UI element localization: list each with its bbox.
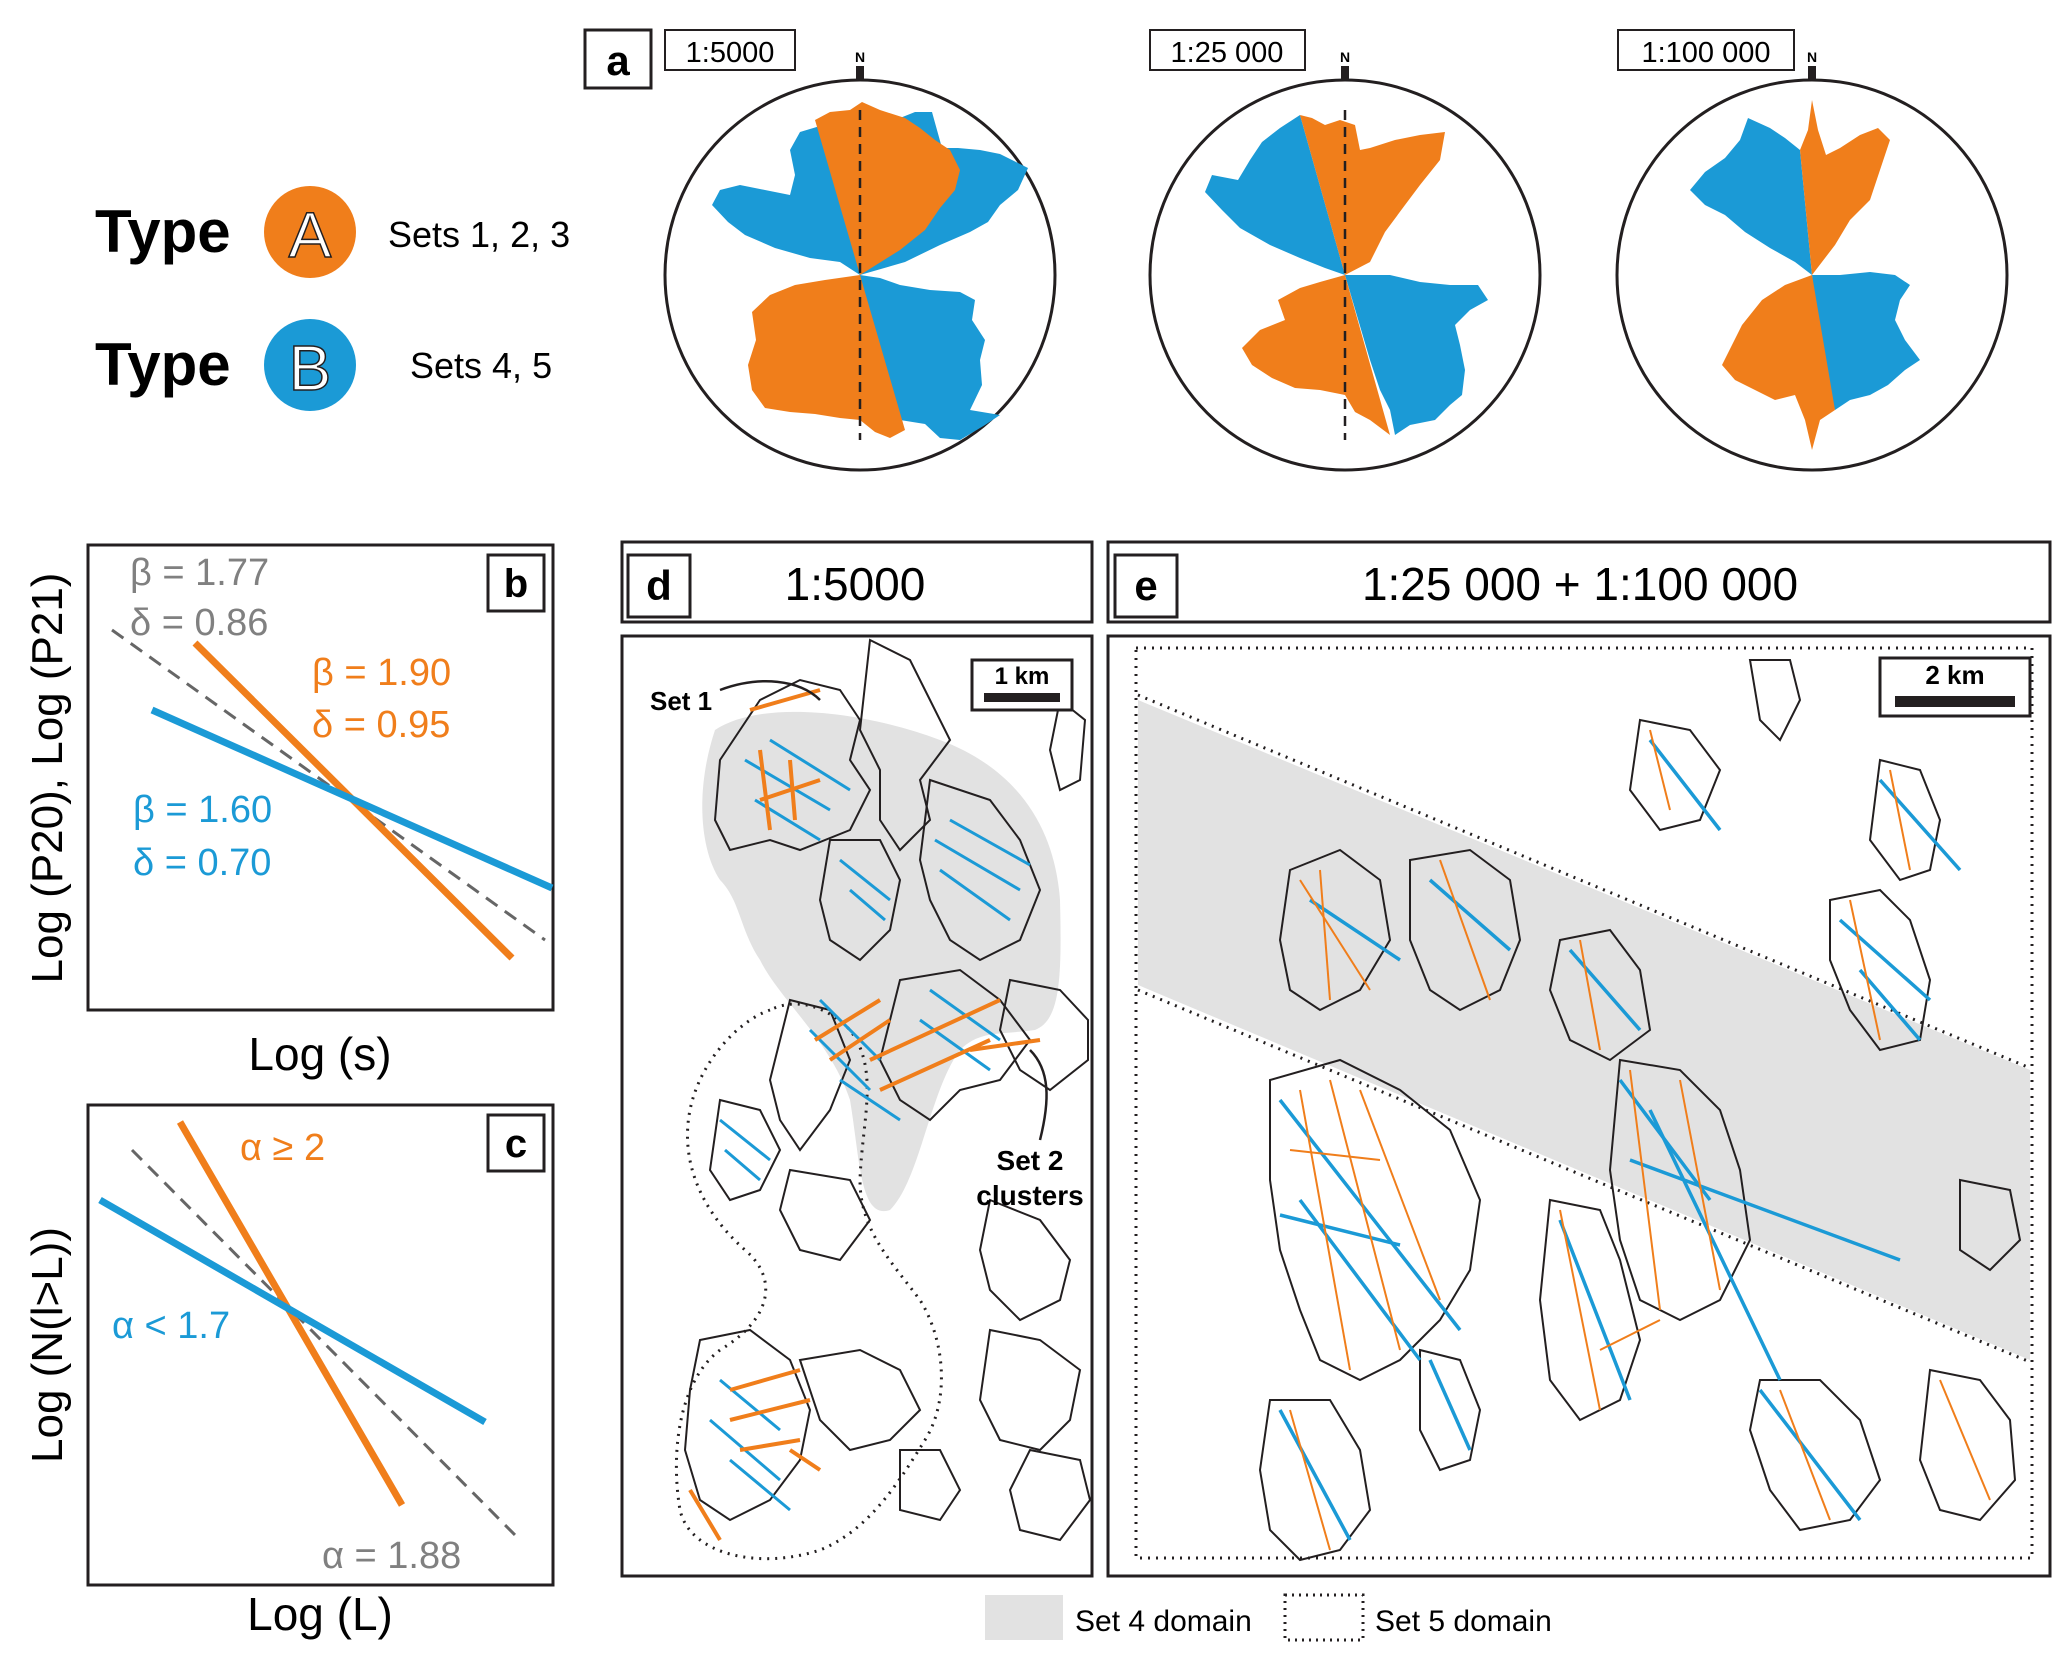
panel-d-set5-domain — [674, 1002, 943, 1561]
panel-b-blue-beta: β = 1.60 — [133, 789, 272, 831]
rose-3-north-tick — [1808, 66, 1816, 80]
panel-c-letter: c — [505, 1122, 527, 1166]
rose-2-type-b-petal-se — [1345, 275, 1488, 435]
rose-3-type-b-petal-se — [1812, 272, 1920, 410]
panel-b-grey-delta: δ = 0.86 — [130, 602, 268, 644]
rose-diagram-3: 1:100 000 N — [1615, 29, 2009, 472]
rose-2-north-label: N — [1340, 49, 1350, 65]
panel-e-letter-box — [1113, 553, 1179, 619]
panel-d: d 1:5000 — [620, 540, 1094, 1578]
rose-2-scale: 1:25 000 — [1171, 37, 1284, 69]
panel-b-ylabel: Log (P20), Log (P21) — [23, 573, 72, 984]
rose-2-type-b-petal-nw — [1205, 115, 1345, 275]
panel-d-set1-arrow — [719, 680, 821, 701]
rose-1-scale-box — [664, 29, 796, 71]
rose-1-type-a-petal-n — [815, 102, 960, 275]
type-b-word: Type — [95, 331, 231, 398]
rose-3-scale: 1:100 000 — [1641, 37, 1770, 69]
rose-3-scale-box — [1617, 29, 1795, 71]
panel-d-set1-label: Set 1 — [650, 686, 712, 716]
rose-2-type-a-petal-s — [1242, 275, 1390, 435]
rose-1-scale: 1:5000 — [686, 37, 775, 69]
panel-e-scale-label: 2 km — [1925, 660, 1984, 690]
set4-domain-label: Set 4 domain — [1075, 1605, 1252, 1638]
type-b-letter: B — [289, 332, 332, 404]
panel-d-type-a-fractures — [688, 688, 1041, 1542]
panel-d-set4-domain — [702, 711, 1061, 1212]
panel-e-band-top-edge — [1137, 693, 2031, 1070]
panel-c-ylabel: Log (N(l>L)) — [23, 1227, 72, 1463]
rose-1-type-b-petal-nw — [712, 126, 860, 275]
panel-c-blue-line — [98, 1196, 487, 1426]
rose-1-north-label: N — [855, 49, 865, 65]
panel-d-set2-label-1: Set 2 — [997, 1145, 1064, 1176]
panel-b-xlabel: Log (s) — [248, 1028, 391, 1080]
rose-diagram-1: 1:5000 N — [663, 29, 1057, 472]
panel-d-scale-label: 1 km — [995, 663, 1050, 690]
panel-b-letter-box — [486, 553, 546, 613]
panel-d-island-outlines — [683, 638, 1092, 1542]
panel-e-type-b-fractures — [1278, 738, 1962, 1541]
panel-b-orange-delta: δ = 0.95 — [312, 704, 450, 746]
panel-b-orange-beta: β = 1.90 — [312, 652, 451, 694]
panel-a-letter: a — [606, 37, 630, 84]
type-a-letter: A — [289, 199, 332, 271]
panel-c-letter-box — [486, 1113, 546, 1173]
panel-e-island-outlines — [1258, 659, 2022, 1562]
type-a-badge — [264, 186, 356, 278]
type-legend: Type A Sets 1, 2, 3 Type B Sets 4, 5 — [95, 186, 570, 411]
panel-e-letter: e — [1134, 562, 1157, 609]
panel-e-set5-domain — [1134, 646, 2034, 1560]
type-b-sets: Sets 4, 5 — [410, 345, 552, 386]
set5-domain-swatch — [1283, 1593, 1365, 1642]
panel-d-set2-label-2: clusters — [976, 1180, 1083, 1211]
panel-d-letter-box — [626, 553, 692, 619]
panel-b-grey-beta: β = 1.77 — [130, 552, 269, 594]
type-a-word: Type — [95, 198, 231, 265]
panel-b-blue-line — [150, 706, 554, 892]
panel-e-type-a-fractures — [1289, 729, 1991, 1551]
rose-1-north-tick — [856, 66, 864, 80]
rose-3-type-a-petal-n — [1800, 100, 1890, 275]
rose-2-scale-box — [1149, 29, 1306, 71]
panel-e-title-box — [1106, 540, 2052, 624]
rose-1-type-a-petal-s — [748, 275, 905, 438]
panel-d-letter: d — [646, 562, 672, 609]
panel-b-blue-delta: δ = 0.70 — [133, 842, 271, 884]
panel-a-letter-box — [583, 28, 653, 90]
panel-c-orange-alpha: α ≥ 2 — [240, 1127, 325, 1169]
domain-legend: Set 4 domain Set 5 domain — [985, 1593, 1552, 1642]
panel-d-title: 1:5000 — [785, 558, 926, 610]
panel-b: b β = 1.77 δ = 0.86 β = 1.90 δ = 0.95 β … — [23, 543, 555, 1080]
panel-e-band-bottom-edge — [1137, 988, 2031, 1364]
rose-2-type-a-petal-n — [1300, 115, 1445, 275]
type-b-badge — [264, 319, 356, 411]
panel-d-title-box — [620, 540, 1094, 624]
panel-c-blue-alpha: α < 1.7 — [112, 1305, 230, 1347]
panel-d-scale-bar — [984, 693, 1060, 702]
panel-e-scale-bar — [1895, 696, 2015, 707]
rose-diagram-2: 1:25 000 N — [1148, 29, 1542, 472]
panel-e-title: 1:25 000 + 1:100 000 — [1362, 558, 1798, 610]
rose-3-type-b-petal-nw — [1690, 118, 1812, 275]
panel-b-letter: b — [504, 562, 528, 606]
type-a-sets: Sets 1, 2, 3 — [388, 214, 570, 255]
panel-c-grey-alpha: α = 1.88 — [322, 1535, 461, 1577]
set4-domain-swatch — [985, 1595, 1063, 1640]
panel-c: c α ≥ 2 α < 1.7 α = 1.88 Log (L) Log (N(… — [23, 1103, 555, 1640]
rose-3-north-label: N — [1807, 49, 1817, 65]
panel-d-set2-arrow — [1029, 1049, 1048, 1141]
set5-domain-label: Set 5 domain — [1375, 1605, 1552, 1638]
panel-e: e 1:25 000 + 1:100 000 — [1106, 540, 2052, 1578]
panel-d-type-b-fractures — [709, 738, 1031, 1512]
panel-a: a Type A Sets 1, 2, 3 Type B Sets 4, 5 1… — [95, 28, 2009, 472]
rose-2-north-tick — [1341, 66, 1349, 80]
panel-c-xlabel: Log (L) — [247, 1588, 393, 1640]
rose-3-type-a-petal-s — [1722, 275, 1835, 450]
